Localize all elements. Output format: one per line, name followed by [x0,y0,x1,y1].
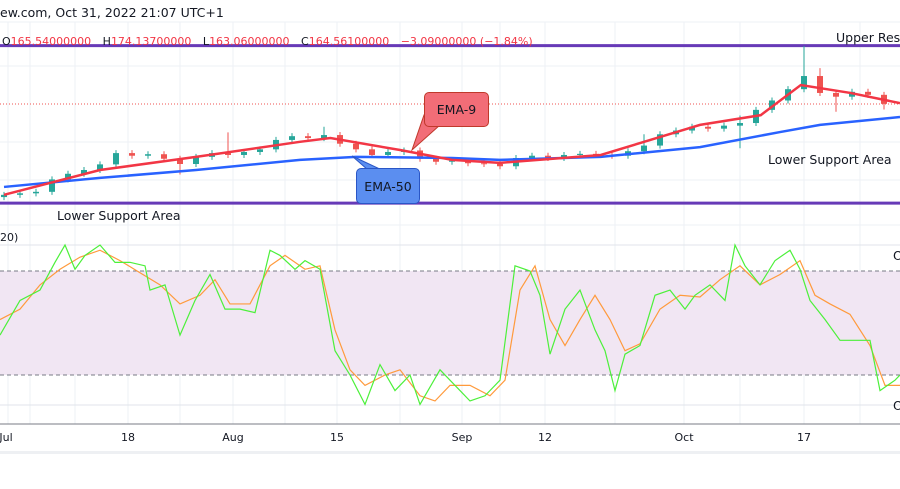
upper-resistance-label: Upper Resi [836,30,900,45]
candle [641,134,647,155]
ema9-callout: EMA-9 [424,92,489,127]
candle-body [577,153,583,155]
stochastic-band [0,271,900,375]
candle-body [289,136,295,140]
candle-body [193,156,199,164]
candle-body [177,158,183,164]
candle-body [833,92,839,97]
candle-body [161,154,167,159]
ema9-line [3,83,900,197]
candle-body [385,151,391,155]
candle-body [17,193,23,195]
candle [705,123,711,132]
high-label: H [102,35,111,48]
candle-body [305,136,311,139]
candle [33,188,39,197]
chart-source-timestamp: ew.com, Oct 31, 2022 21:07 UTC+1 [0,5,224,20]
close-label: C [301,35,309,48]
candle-body [1,194,7,198]
candle [721,122,727,132]
lower-support-label-right: Lower Support Area [768,152,892,167]
x-tick-sep: Sep [451,431,473,444]
candle-body [129,153,135,156]
open-label: O [2,35,11,48]
candle-body [369,149,375,155]
high-value: 174.13700000 [110,35,192,48]
candle-body [449,160,455,162]
candle-body [737,123,743,126]
candle-body [33,191,39,194]
low-value: 163.06000000 [209,35,290,48]
x-tick-aug: Aug [222,431,244,444]
x-tick-15: 15 [330,431,344,444]
candle [689,123,695,134]
candle-body [545,155,551,158]
candle [1,191,7,201]
candle-body [801,76,807,90]
candle-body [561,154,567,158]
x-tick-18: 18 [121,431,135,444]
candle-body [817,76,823,93]
x-tick-12: 12 [538,431,552,444]
candle [145,151,151,159]
candle-body [65,173,71,180]
candle [129,150,135,159]
candle-body [641,145,647,152]
candle-body [321,135,327,139]
candle [225,132,231,158]
open-value: 165.54000000 [10,35,92,48]
low-label: L [202,35,210,48]
candle [833,89,839,112]
x-tick-jul: Jul [0,431,13,444]
candle [561,151,567,161]
candle-body [97,164,103,171]
candle-body [81,170,87,174]
change-value: −3.09000000 (−1.84%) [400,35,533,48]
candle-body [529,155,535,158]
candle-body [225,153,231,155]
candle-body [433,158,439,162]
candle-body [705,126,711,129]
candle-body [497,164,503,167]
candle-body [241,151,247,155]
candle-body [113,153,119,165]
ohlc-legend: O165.54000000 H174.13700000 L163.0600000… [2,35,541,48]
candle-body [689,126,695,131]
stochastic-d-line [0,249,900,402]
lower-support-label-left: Lower Support Area [57,208,181,223]
candle-body [721,125,727,129]
oversold-label: O [893,398,900,413]
candle-body [145,154,151,156]
candle [817,68,823,96]
candle [657,131,663,149]
ema50-line [3,115,900,189]
candle-body [657,134,663,146]
overbought-label: O [893,248,900,263]
x-tick-oct: Oct [674,431,694,444]
candle [737,115,743,149]
stochastic-levels [0,270,900,376]
candle-body [353,143,359,150]
candle-body [49,179,55,192]
stochastic-k-line [0,243,900,406]
candle-body [481,163,487,165]
candle [113,150,119,168]
candle-body [865,91,871,95]
stochastic-label: 20) [0,231,19,244]
candle [289,133,295,143]
bottom-divider [0,451,900,454]
ema50-callout: EMA-50 [356,168,420,204]
candle-body [257,149,263,152]
x-tick-17: 17 [797,431,811,444]
close-value: 164.56100000 [308,35,390,48]
candle [49,176,55,195]
